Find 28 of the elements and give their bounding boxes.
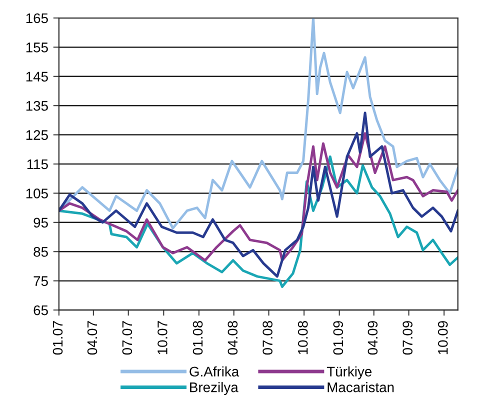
x-tick-label: 01.09 <box>333 321 344 355</box>
x-tick-label: 07.08 <box>262 321 272 355</box>
y-tick-label: 145 <box>26 72 48 82</box>
legend-label: Macaristan <box>328 382 394 392</box>
y-tick-label: 135 <box>26 100 48 111</box>
line-series <box>58 112 458 278</box>
x-tick-label: 01.07 <box>52 321 63 355</box>
legend-label: Türkiye <box>326 366 372 380</box>
x-tick-label: 10.09 <box>438 321 448 354</box>
y-tick-label: 165 <box>26 13 48 24</box>
y-tick-label: 115 <box>27 159 48 170</box>
y-tick-label: 85 <box>34 246 48 257</box>
x-tick-label: 04.07 <box>87 321 98 355</box>
x-tick-label: 07.09 <box>402 321 413 355</box>
y-tick-label: 125 <box>26 130 48 140</box>
legend-label: G.Afrika <box>190 366 240 377</box>
x-tick-label: 10.08 <box>298 321 308 354</box>
y-tick-label: 75 <box>34 276 48 286</box>
x-tick-label: 01.08 <box>192 321 203 355</box>
y-tick-label: 105 <box>26 188 48 198</box>
x-tick-label: 10.07 <box>158 321 168 354</box>
x-tick-label: 04.09 <box>368 321 378 355</box>
y-tick-label: 155 <box>26 42 48 52</box>
x-tick-label: 04.08 <box>228 321 238 355</box>
legend-label: Brezilya <box>190 382 238 395</box>
y-tick-label: 95 <box>34 218 48 228</box>
x-tick-label: 07.07 <box>122 321 132 355</box>
y-tick-label: 65 <box>34 305 48 316</box>
